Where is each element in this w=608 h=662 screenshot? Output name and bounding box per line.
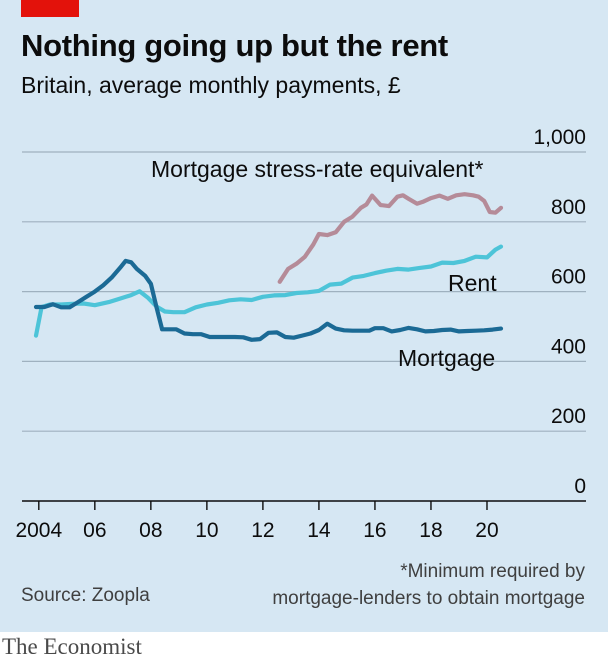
annotation-stress: Mortgage stress-rate equivalent* — [151, 156, 483, 182]
x-tick-label-2016: 16 — [363, 519, 386, 542]
y-tick-label-800: 800 — [551, 196, 586, 219]
series-annotations: Mortgage stress-rate equivalent* Rent Mo… — [151, 156, 497, 371]
x-tick-label-2018: 18 — [419, 519, 442, 542]
x-tick-label-2004: 2004 — [15, 519, 62, 542]
x-tick-label-2008: 08 — [139, 519, 162, 542]
rent-line — [33, 244, 504, 338]
y-tick-label-1000: 1,000 — [533, 126, 586, 149]
footnote-line-1: *Minimum required by — [400, 561, 585, 582]
x-tick-label-2006: 06 — [83, 519, 106, 542]
publication-logo: The Economist — [2, 634, 142, 659]
brand-red-tag — [21, 0, 79, 17]
y-axis-tick-labels: 0 200 400 600 800 1,000 — [533, 126, 586, 498]
series-lines — [33, 192, 504, 342]
y-tick-label-400: 400 — [551, 335, 586, 358]
x-axis: 2004 06 08 10 12 14 16 18 20 — [15, 500, 586, 542]
annotation-mortgage: Mortgage — [398, 345, 495, 371]
annotation-rent: Rent — [448, 270, 497, 296]
chart-panel — [0, 0, 608, 632]
mortgage-line — [33, 258, 504, 342]
x-tick-label-2020: 20 — [475, 519, 498, 542]
x-tick-label-2012: 12 — [251, 519, 274, 542]
stress-line — [277, 192, 504, 284]
x-tick-label-2014: 14 — [307, 519, 331, 542]
footnote-line-2: mortgage-lenders to obtain mortgage — [272, 588, 585, 609]
chart-subtitle: Britain, average monthly payments, £ — [21, 72, 401, 98]
footnote: *Minimum required by mortgage-lenders to… — [272, 558, 585, 612]
chart-title: Nothing going up but the rent — [21, 28, 448, 63]
y-tick-label-600: 600 — [551, 266, 586, 289]
y-tick-label-200: 200 — [551, 405, 586, 428]
source-note: Source: Zoopla — [21, 585, 150, 606]
x-tick-label-2010: 10 — [195, 519, 218, 542]
y-tick-label-0: 0 — [574, 475, 586, 498]
